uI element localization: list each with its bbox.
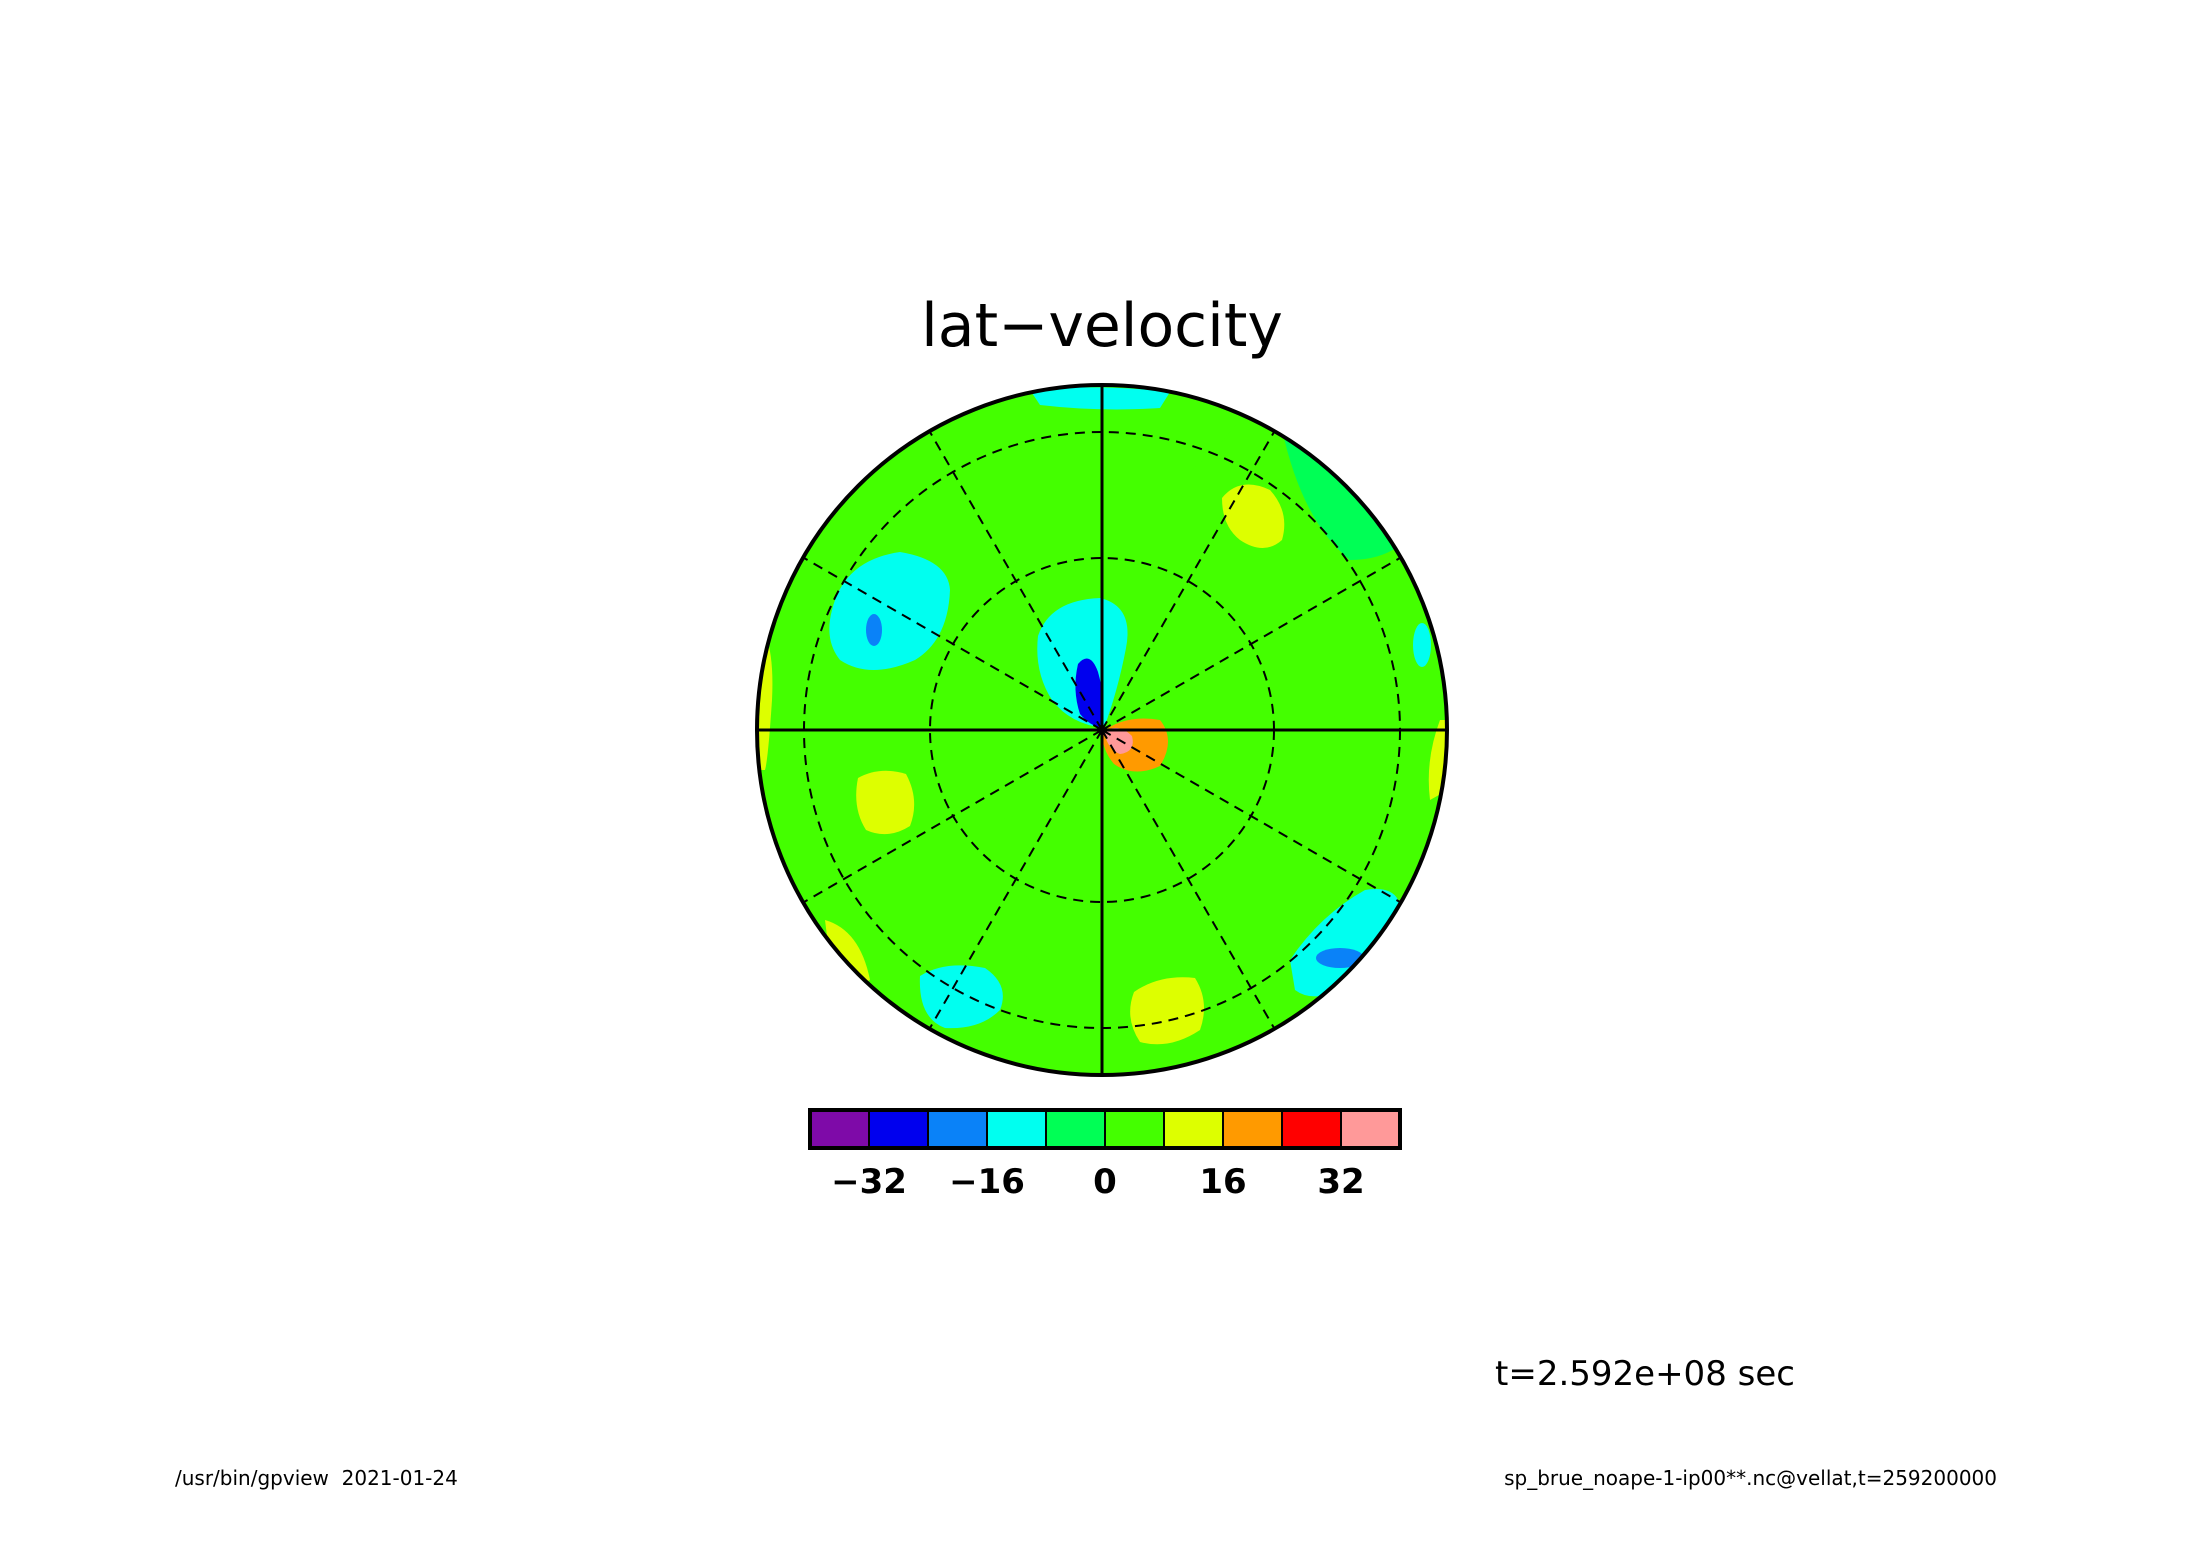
contour-region — [1130, 977, 1204, 1045]
colorbar-tick-label: −16 — [949, 1162, 1025, 1202]
contour-region — [866, 614, 882, 646]
grid-meridian — [928, 430, 1103, 731]
grid-meridian — [1101, 430, 1276, 731]
colorbar-swatch — [1045, 1109, 1106, 1149]
polar-plot — [755, 383, 1449, 1077]
grid-meridian — [928, 729, 1103, 1030]
contour-patch — [1000, 813, 1096, 967]
grid-meridian — [1101, 729, 1276, 1030]
contour-patch — [1030, 387, 1170, 410]
contour-patch — [1170, 798, 1260, 900]
grid-meridian — [1101, 729, 1402, 904]
colorbar-swatch — [1281, 1109, 1342, 1149]
contour-region — [1290, 889, 1400, 997]
contour-region — [1413, 623, 1431, 667]
contour-patch — [1105, 385, 1240, 502]
contour-region — [1316, 948, 1364, 968]
colorbar-swatch — [868, 1109, 929, 1149]
contour-region — [856, 770, 915, 835]
colorbar-swatch — [809, 1109, 870, 1149]
footer-right: sp_brue_noape-1-ip00**.nc@vellat,t=25920… — [1504, 1466, 1997, 1490]
grid-lines — [757, 385, 1447, 1075]
contour-region — [829, 552, 950, 670]
colorbar-swatch — [927, 1109, 988, 1149]
grid-meridian — [802, 556, 1103, 731]
footer-left: /usr/bin/gpview 2021-01-24 — [175, 1466, 458, 1490]
colorbar: −32 −16 0 16 32 — [808, 1108, 1402, 1202]
colorbar-swatch — [1340, 1109, 1401, 1149]
contour-region — [1222, 484, 1285, 548]
grid-meridian — [1101, 556, 1402, 731]
colorbar-tick-label: 32 — [1317, 1162, 1364, 1202]
contour-patch — [1240, 713, 1405, 886]
colorbar-swatch — [986, 1109, 1047, 1149]
colorbar-swatch — [1104, 1109, 1165, 1149]
colorbar-tick-label: 0 — [1093, 1162, 1117, 1202]
colorbar-swatch — [1163, 1109, 1224, 1149]
contour-region — [1075, 658, 1104, 728]
colorbar-frame — [808, 1108, 1402, 1150]
colorbar-tick-label: 16 — [1199, 1162, 1246, 1202]
time-label: t=2.592e+08 sec — [1495, 1354, 1795, 1394]
colorbar-tick-label: −32 — [831, 1162, 907, 1202]
chart-title: lat−velocity — [921, 291, 1283, 361]
grid-meridian — [802, 729, 1103, 904]
plot-frame — [755, 383, 1449, 1077]
colorbar-swatch — [1222, 1109, 1283, 1149]
